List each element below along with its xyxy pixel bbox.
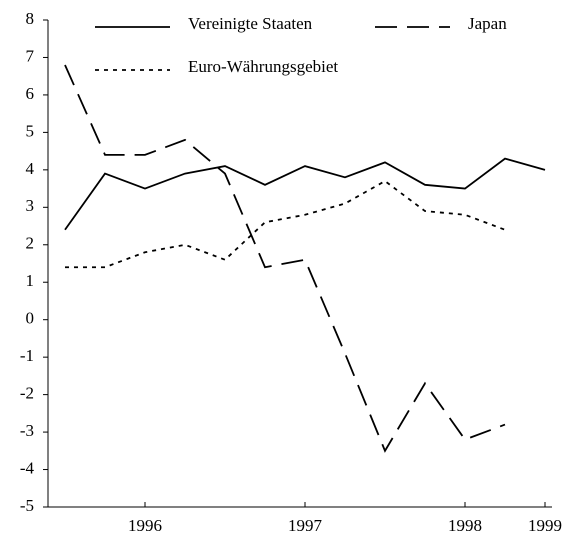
- y-tick-label: -3: [20, 421, 34, 440]
- y-tick-label: 7: [26, 46, 35, 65]
- y-tick-label: 6: [26, 84, 35, 103]
- y-tick-label: 3: [26, 196, 35, 215]
- y-tick-label: 2: [26, 234, 35, 253]
- x-tick-label: 1996: [128, 516, 162, 535]
- series-line: [64, 157, 546, 231]
- y-tick-label: -2: [20, 384, 34, 403]
- x-tick-label: 1998: [448, 516, 482, 535]
- y-tick-label: 8: [26, 9, 35, 28]
- legend-label: Japan: [468, 14, 507, 33]
- y-tick-label: 0: [26, 309, 35, 328]
- y-tick-label: -1: [20, 346, 34, 365]
- y-tick-label: -5: [20, 496, 34, 515]
- x-tick-label: 1997: [288, 516, 323, 535]
- legend-label: Vereinigte Staaten: [188, 14, 313, 33]
- y-tick-label: 1: [26, 271, 35, 290]
- y-tick-label: 4: [26, 159, 35, 178]
- series-line: [65, 180, 506, 269]
- legend-label: Euro-Währungsgebiet: [188, 57, 338, 76]
- series-line: [64, 64, 506, 453]
- y-tick-label: -4: [20, 458, 35, 477]
- x-tick-label: 1999: [528, 516, 562, 535]
- y-tick-label: 5: [26, 121, 35, 140]
